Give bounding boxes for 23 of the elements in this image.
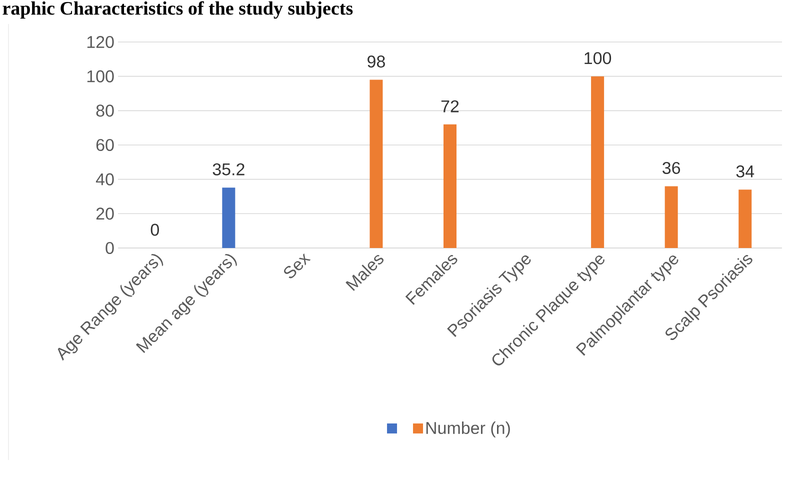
y-tick-label: 80 [96, 104, 114, 117]
data-label: 100 [584, 52, 612, 64]
chart-title: raphic Characteristics of the study subjects [2, 1, 353, 19]
data-label: 34 [736, 165, 754, 178]
data-label: 35.2 [212, 163, 244, 176]
y-tick-label: 120 [87, 36, 114, 48]
data-label: 0 [150, 224, 159, 236]
bar [444, 124, 456, 248]
y-tick-label: 40 [96, 173, 114, 186]
data-label: 98 [368, 56, 385, 68]
x-tick-label: Sex [284, 253, 311, 278]
legend-label: Number (n) [426, 422, 510, 438]
y-tick-label: 20 [96, 208, 114, 220]
y-tick-label: 0 [106, 242, 114, 254]
data-label: 36 [662, 162, 680, 174]
bar [222, 188, 236, 248]
bar [591, 76, 604, 248]
data-label: 72 [441, 100, 459, 112]
y-tick-label: 60 [96, 138, 114, 152]
bar [664, 186, 678, 248]
bar [370, 80, 383, 248]
y-tick-label: 100 [87, 70, 114, 82]
bar [738, 190, 752, 248]
